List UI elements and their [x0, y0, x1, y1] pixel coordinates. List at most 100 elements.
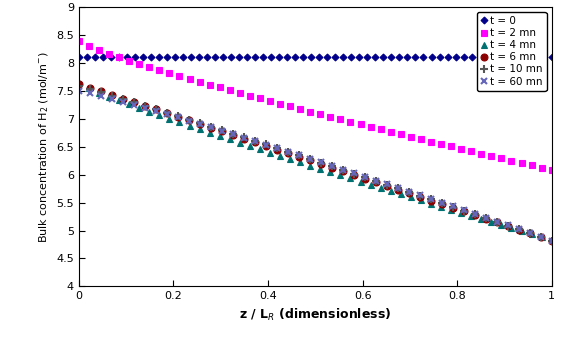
t = 60 mn: [262, 143, 269, 147]
t = 4 mn: [488, 220, 495, 224]
t = 60 mn: [383, 182, 390, 186]
t = 2 mn: [528, 163, 535, 167]
t = 6 mn: [449, 206, 456, 210]
t = 6 mn: [175, 115, 181, 119]
t = 0: [548, 55, 555, 59]
t = 4 mn: [126, 102, 132, 106]
t = 4 mn: [287, 157, 293, 161]
t = 10 mn: [350, 172, 357, 176]
t = 2 mn: [75, 39, 82, 43]
t = 2 mn: [106, 52, 113, 56]
t = 60 mn: [504, 223, 511, 227]
t = 10 mn: [471, 212, 478, 216]
t = 60 mn: [395, 186, 401, 190]
t = 2 mn: [156, 68, 163, 72]
t = 60 mn: [229, 132, 236, 136]
t = 60 mn: [449, 205, 456, 209]
t = 4 mn: [508, 226, 515, 230]
t = 10 mn: [131, 100, 137, 104]
t = 2 mn: [126, 59, 132, 63]
t = 6 mn: [109, 93, 115, 97]
t = 6 mn: [97, 89, 104, 93]
t = 10 mn: [109, 94, 115, 98]
t = 2 mn: [397, 132, 404, 136]
t = 6 mn: [395, 188, 401, 192]
t = 4 mn: [216, 134, 223, 138]
t = 2 mn: [196, 80, 203, 84]
t = 4 mn: [206, 131, 213, 135]
t = 2 mn: [307, 110, 314, 114]
t = 6 mn: [471, 213, 478, 217]
t = 10 mn: [87, 87, 93, 91]
t = 4 mn: [538, 235, 545, 239]
t = 4 mn: [397, 192, 404, 196]
t = 60 mn: [163, 112, 170, 116]
t = 10 mn: [207, 125, 214, 129]
t = 4 mn: [146, 110, 153, 114]
t = 2 mn: [508, 159, 515, 163]
t = 60 mn: [328, 164, 335, 168]
t = 60 mn: [218, 129, 225, 133]
Y-axis label: Bulk concentration of H$_2$ (mol/m$^{-}$): Bulk concentration of H$_2$ (mol/m$^{-}$…: [37, 51, 51, 243]
t = 6 mn: [339, 170, 346, 174]
Line: t = 10 mn: t = 10 mn: [75, 82, 556, 245]
t = 2 mn: [327, 115, 334, 119]
t = 4 mn: [347, 177, 354, 181]
t = 6 mn: [372, 180, 379, 184]
t = 60 mn: [306, 157, 313, 161]
t = 60 mn: [493, 219, 500, 223]
t = 60 mn: [339, 167, 346, 172]
t = 2 mn: [458, 147, 464, 151]
t = 6 mn: [526, 231, 533, 235]
t = 10 mn: [141, 104, 148, 108]
t = 2 mn: [276, 102, 283, 106]
t = 0: [155, 55, 162, 59]
t = 10 mn: [153, 107, 159, 111]
t = 10 mn: [526, 231, 533, 235]
t = 10 mn: [306, 157, 313, 161]
t = 10 mn: [284, 150, 291, 154]
t = 4 mn: [448, 208, 454, 212]
Line: t = 60 mn: t = 60 mn: [75, 87, 555, 244]
t = 60 mn: [296, 153, 302, 157]
t = 2 mn: [287, 104, 293, 108]
t = 10 mn: [252, 139, 258, 143]
t = 6 mn: [274, 148, 280, 152]
t = 10 mn: [361, 175, 368, 179]
t = 4 mn: [408, 195, 414, 200]
t = 4 mn: [75, 81, 82, 85]
Legend: t = 0, t = 2 mn, t = 4 mn, t = 6 mn, t = 10 mn, t = 60 mn: t = 0, t = 2 mn, t = 4 mn, t = 6 mn, t =…: [477, 12, 547, 91]
t = 10 mn: [274, 146, 280, 150]
t = 4 mn: [387, 189, 394, 193]
t = 2 mn: [146, 65, 153, 69]
t = 10 mn: [504, 223, 511, 227]
t = 4 mn: [176, 120, 183, 124]
t = 10 mn: [97, 90, 104, 94]
t = 4 mn: [498, 223, 505, 227]
t = 10 mn: [229, 132, 236, 136]
t = 6 mn: [218, 129, 225, 133]
t = 6 mn: [185, 118, 192, 122]
t = 10 mn: [240, 135, 247, 139]
t = 60 mn: [274, 146, 280, 150]
t = 4 mn: [297, 160, 303, 164]
t = 4 mn: [106, 94, 113, 98]
t = 4 mn: [276, 154, 283, 158]
t = 4 mn: [337, 173, 344, 177]
t = 10 mn: [119, 97, 126, 101]
t = 2 mn: [86, 44, 92, 48]
t = 0: [212, 55, 218, 59]
t = 4 mn: [367, 183, 374, 187]
t = 10 mn: [175, 114, 181, 118]
t = 60 mn: [240, 136, 247, 140]
t = 60 mn: [252, 139, 258, 143]
t = 2 mn: [317, 112, 324, 116]
t = 6 mn: [383, 184, 390, 188]
t = 4 mn: [166, 117, 173, 121]
t = 2 mn: [428, 140, 435, 144]
t = 2 mn: [247, 94, 253, 98]
t = 60 mn: [175, 116, 181, 120]
t = 2 mn: [236, 91, 243, 95]
t = 10 mn: [493, 220, 500, 224]
t = 60 mn: [75, 89, 82, 93]
